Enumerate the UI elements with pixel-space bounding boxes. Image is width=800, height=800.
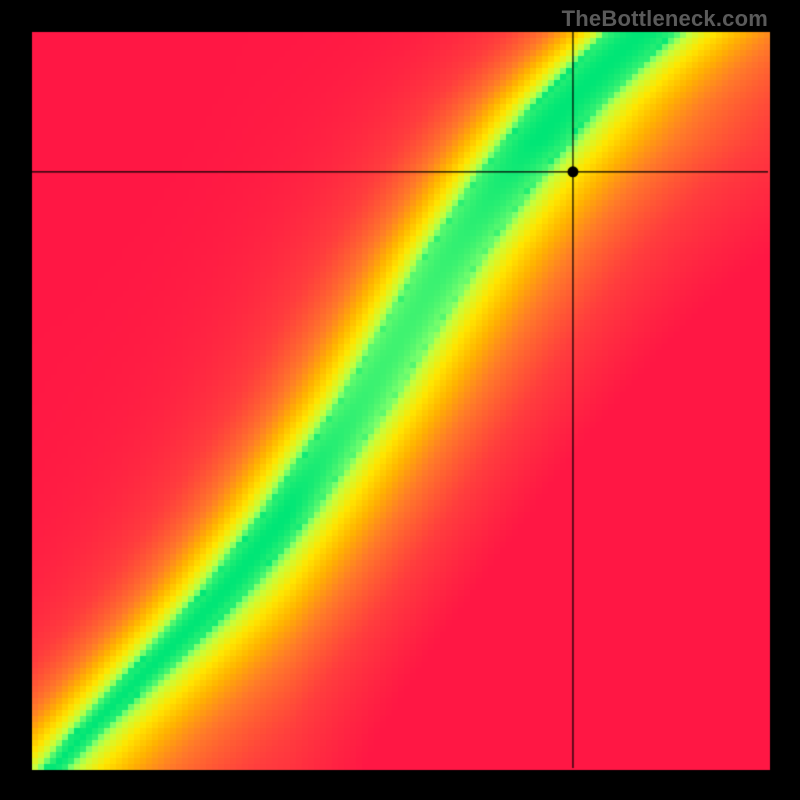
chart-container: TheBottleneck.com bbox=[0, 0, 800, 800]
bottleneck-heatmap bbox=[0, 0, 800, 800]
watermark-label: TheBottleneck.com bbox=[562, 6, 768, 32]
